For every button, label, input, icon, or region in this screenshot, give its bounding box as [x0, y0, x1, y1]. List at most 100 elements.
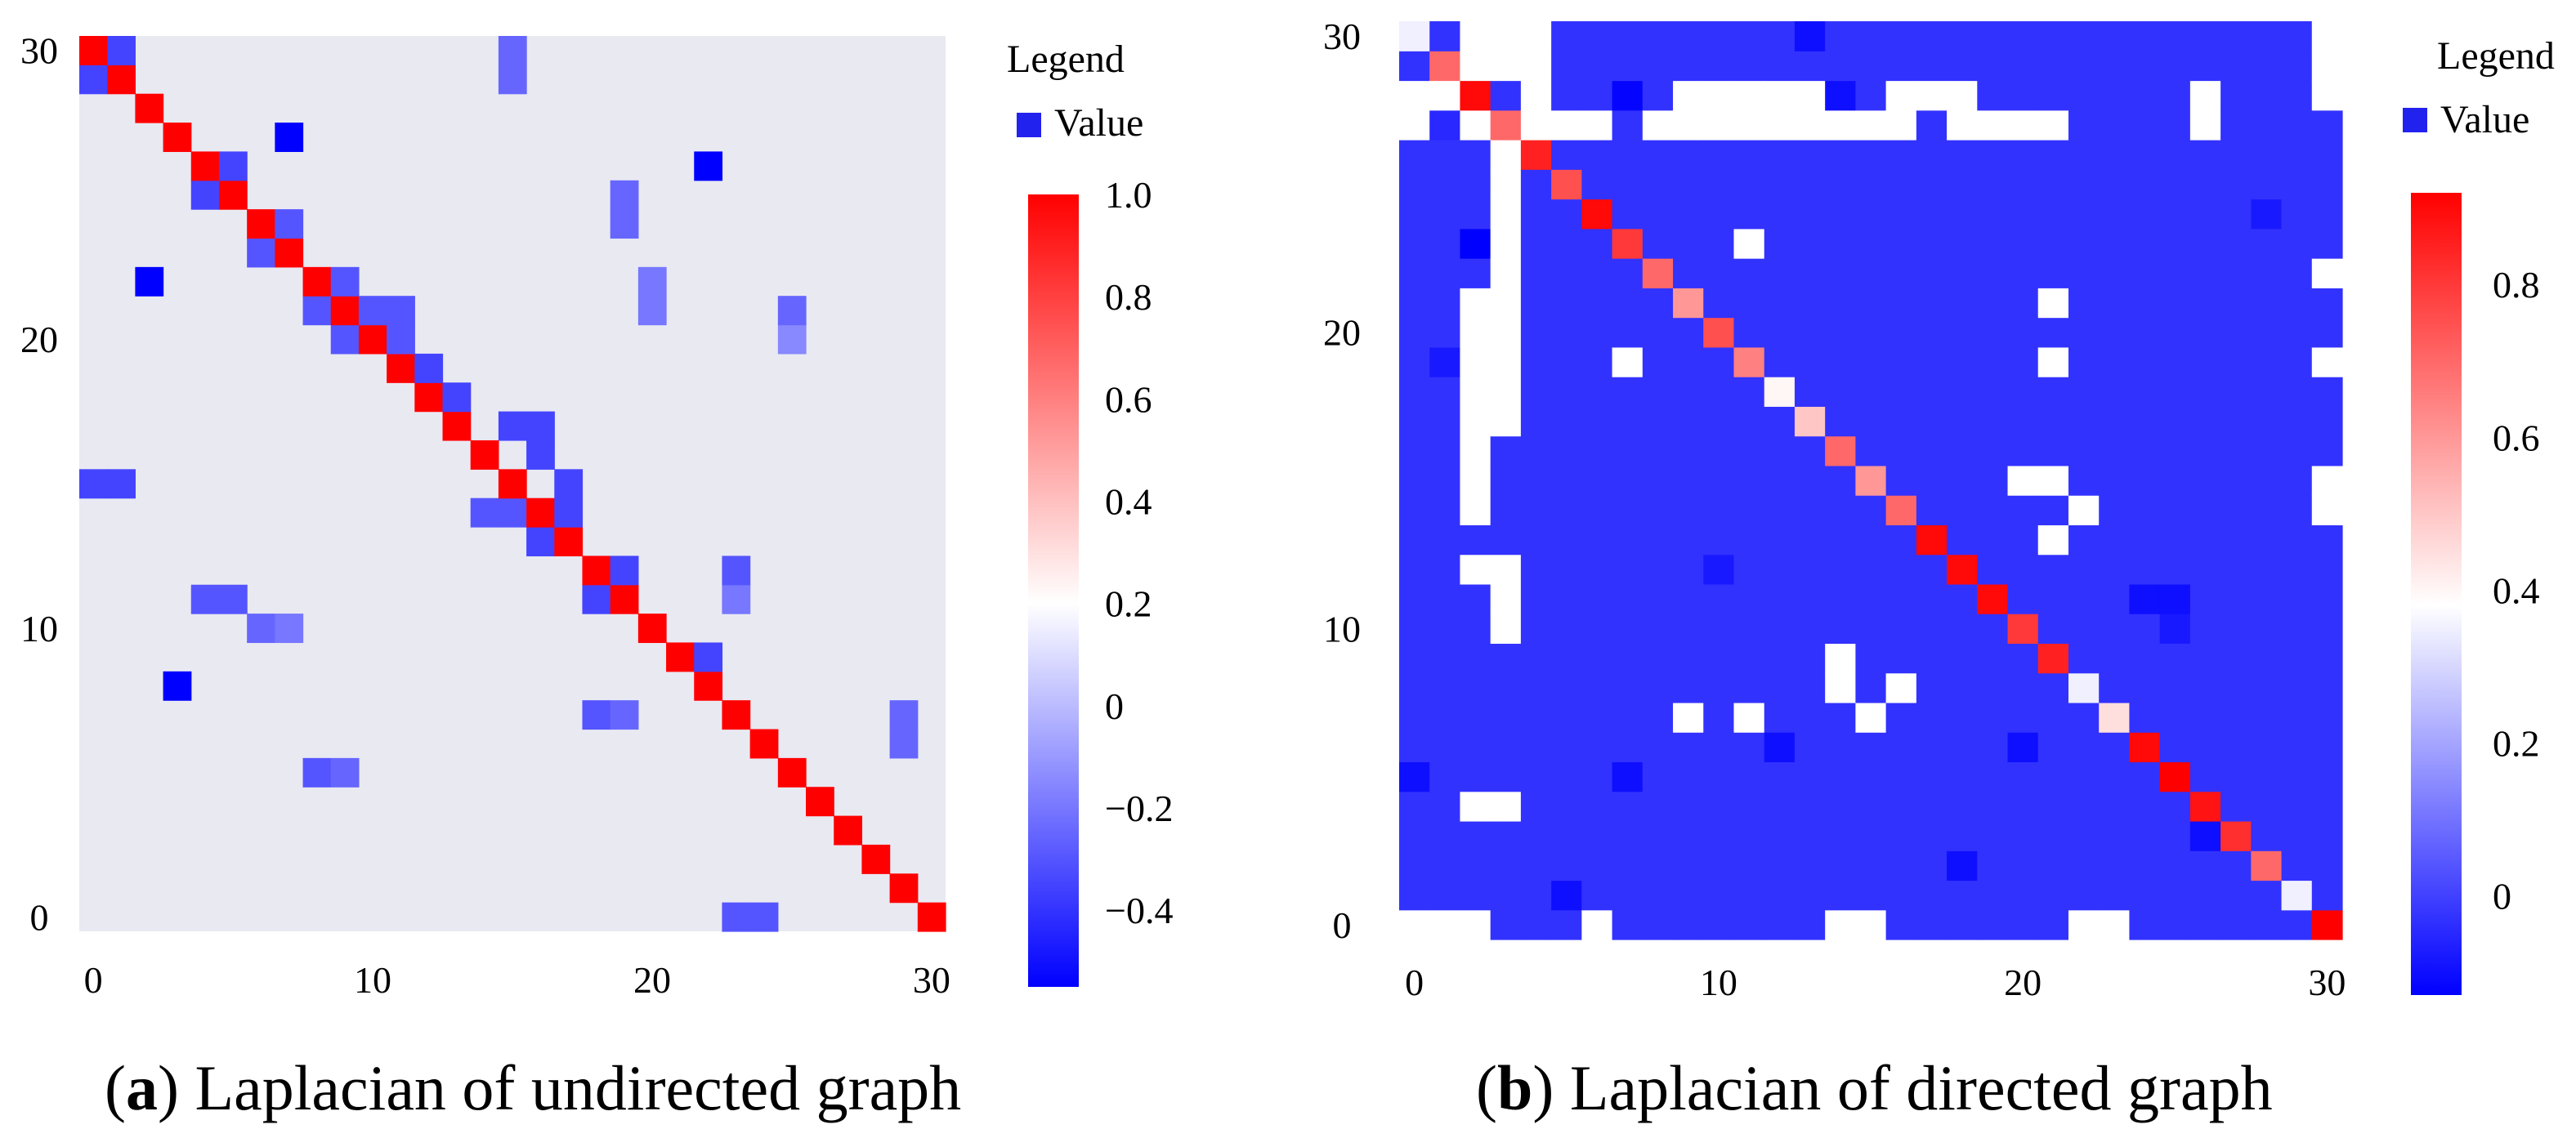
heatmap-cell — [247, 238, 275, 268]
heatmap-cell — [1855, 850, 1887, 881]
heatmap-cell — [2281, 554, 2313, 585]
heatmap-cell — [1460, 702, 1491, 733]
heatmap-cell — [2007, 583, 2039, 614]
heatmap-cell — [1916, 346, 1948, 377]
heatmap-cell — [1794, 140, 1826, 170]
heatmap-cell — [1794, 732, 1826, 763]
heatmap-cell — [2037, 288, 2069, 319]
heatmap-cell — [1794, 583, 1826, 614]
heatmap-cell — [2311, 406, 2343, 437]
heatmap-cell — [1460, 51, 1491, 82]
heatmap-cell — [1612, 140, 1644, 170]
heatmap-cell — [1855, 583, 1887, 614]
heatmap-cell — [1885, 554, 1917, 585]
heatmap-cell — [2220, 21, 2252, 51]
heatmap-cell — [1460, 140, 1491, 170]
y-tick-label: 30 — [20, 30, 58, 72]
heatmap-cell — [1612, 435, 1644, 466]
heatmap-cell — [2251, 614, 2283, 645]
heatmap-cell — [2189, 465, 2221, 496]
heatmap-cell — [2037, 406, 2069, 437]
heatmap-cell — [1520, 288, 1552, 319]
y-axis-ticks-b: 0 10 20 30 — [1323, 16, 1361, 946]
heatmap-cell — [777, 324, 807, 355]
heatmap-cell — [889, 700, 919, 730]
heatmap-cell — [1703, 140, 1735, 170]
heatmap-cell — [2189, 140, 2221, 170]
heatmap-cell — [1399, 524, 1430, 556]
heatmap-cell — [1673, 791, 1704, 822]
y-tick-label: 30 — [1323, 16, 1361, 57]
heatmap-cell — [1581, 288, 1613, 319]
heatmap-cell — [1916, 80, 1948, 111]
heatmap-cell — [1733, 820, 1765, 851]
heatmap-cell — [722, 902, 751, 932]
heatmap-cell — [2037, 109, 2069, 141]
heatmap-cell — [1399, 732, 1430, 763]
heatmap-cell — [2129, 80, 2161, 111]
heatmap-cell — [1947, 317, 1978, 348]
heatmap-cell — [1429, 495, 1461, 525]
heatmap-cell — [1581, 140, 1613, 170]
heatmap-cell — [1885, 909, 1917, 940]
heatmap-cell — [1947, 672, 1978, 703]
heatmap-cell — [1490, 199, 1522, 230]
heatmap-cell — [1703, 80, 1735, 111]
heatmap-cell — [1551, 228, 1582, 259]
heatmap-cell — [1429, 880, 1461, 911]
heatmap-cell — [1520, 524, 1552, 556]
heatmap-cell — [1399, 317, 1430, 348]
heatmap-cell — [1642, 465, 1674, 496]
heatmap-cell — [1642, 554, 1674, 585]
heatmap-cell — [1733, 169, 1765, 200]
heatmap-cell — [2159, 169, 2191, 200]
heatmap-cell — [2007, 791, 2039, 822]
caption-b: (b) Laplacian of directed graph — [1476, 1052, 2273, 1123]
heatmap-cell — [1581, 406, 1613, 437]
heatmap-cell — [1429, 524, 1461, 556]
heatmap-cell — [2189, 199, 2221, 230]
heatmap-cell — [1673, 909, 1704, 940]
heatmap-cell — [1764, 495, 1796, 525]
heatmap-cell — [2251, 791, 2283, 822]
heatmap-cell — [1885, 614, 1917, 645]
heatmap-cell — [1673, 228, 1704, 259]
heatmap-cell — [1947, 909, 1978, 940]
colorbar-tick-label: 0.8 — [1105, 276, 1152, 318]
heatmap-cell-diagonal — [1551, 169, 1582, 200]
heatmap-cell — [1399, 909, 1430, 940]
heatmap-cell — [2311, 643, 2343, 674]
heatmap-cell — [1399, 672, 1430, 703]
heatmap-cell — [2189, 880, 2221, 911]
heatmap-cell — [2251, 406, 2283, 437]
heatmap-cell-diagonal — [414, 382, 444, 413]
heatmap-cell — [2159, 702, 2191, 733]
heatmap-cell — [1399, 554, 1430, 585]
heatmap-cell — [1642, 346, 1674, 377]
heatmap-cell — [1490, 317, 1522, 348]
heatmap-cell — [1581, 614, 1613, 645]
heatmap-cell — [1794, 524, 1826, 556]
heatmap-cell — [1825, 524, 1856, 556]
heatmap-cell — [1673, 169, 1704, 200]
heatmap-cell — [2129, 524, 2161, 556]
heatmap-cell — [2068, 199, 2100, 230]
heatmap-cell — [1642, 614, 1674, 645]
heatmap-cell — [2099, 614, 2131, 645]
heatmap-cell — [1520, 850, 1552, 881]
heatmap-cell — [1885, 258, 1917, 288]
heatmap-cell — [637, 266, 667, 297]
heatmap-cell — [2037, 820, 2069, 851]
heatmap-cell — [2007, 228, 2039, 259]
heatmap-cell — [2220, 109, 2252, 141]
heatmap-cell — [387, 296, 415, 326]
heatmap-cell — [2037, 199, 2069, 230]
heatmap-cell — [1520, 346, 1552, 377]
heatmap-cell — [2220, 80, 2252, 111]
heatmap-cell — [1825, 554, 1856, 585]
heatmap-cell — [1977, 140, 2009, 170]
heatmap-cell — [1703, 199, 1735, 230]
heatmap-cell — [1947, 495, 1978, 525]
heatmap-cell — [2068, 524, 2100, 556]
x-tick-label: 10 — [354, 959, 391, 1001]
